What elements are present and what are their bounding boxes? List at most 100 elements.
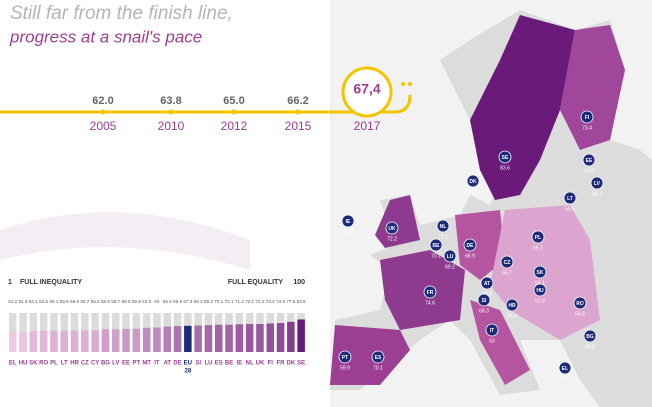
value-label: 66.2 bbox=[287, 95, 308, 107]
category-label: SE bbox=[297, 361, 305, 367]
category-label: SI bbox=[195, 361, 201, 367]
map-code: UK bbox=[388, 226, 396, 232]
year-label: 2010 bbox=[158, 119, 185, 133]
map-value: 55.1 bbox=[533, 245, 543, 251]
map-code: SE bbox=[502, 155, 509, 161]
map-code: ES bbox=[375, 355, 382, 361]
map-code: DK bbox=[469, 179, 477, 185]
bar bbox=[39, 330, 48, 352]
category-label: FI bbox=[268, 361, 274, 367]
value-label: 83.6 bbox=[297, 299, 306, 304]
map-code: IE bbox=[346, 219, 351, 225]
map-marker bbox=[436, 219, 450, 233]
map-marker bbox=[533, 265, 547, 279]
year-label: 2015 bbox=[285, 119, 312, 133]
map-code: EE bbox=[586, 158, 593, 164]
value-label: 67,4 bbox=[353, 81, 380, 97]
map-value: 74.6 bbox=[425, 300, 435, 306]
map-value: 72.2 bbox=[387, 236, 397, 242]
map-code: PT bbox=[342, 355, 348, 361]
axis-high-value: 100 bbox=[293, 279, 305, 286]
value-label: 51.9 bbox=[19, 299, 28, 304]
bar-chart: 1 FULL INEQUALITY FULL EQUALITY 100 51.2 EL 51… bbox=[8, 279, 306, 375]
value-label: 69.2 bbox=[204, 299, 213, 304]
bar bbox=[91, 330, 99, 352]
map-marker bbox=[423, 285, 437, 299]
map-background bbox=[330, 0, 652, 407]
map-code: RO bbox=[576, 301, 584, 307]
finland-shape bbox=[560, 25, 625, 150]
italy-shape bbox=[470, 300, 530, 385]
map-value: 77.5 bbox=[468, 189, 478, 195]
bar bbox=[225, 324, 233, 352]
map-value: 58.8 bbox=[585, 344, 595, 350]
map-code: FR bbox=[427, 290, 434, 296]
bar bbox=[287, 321, 295, 352]
bar bbox=[142, 327, 151, 352]
category-label: MT bbox=[142, 361, 151, 367]
timeline-line bbox=[0, 94, 412, 114]
value-label: 51.2 bbox=[8, 299, 17, 304]
map-marker bbox=[385, 221, 399, 235]
map-marker bbox=[498, 150, 512, 164]
point bbox=[168, 109, 174, 115]
map-marker bbox=[558, 361, 572, 375]
bar bbox=[235, 324, 244, 352]
category-label: HU bbox=[19, 361, 28, 367]
map-marker bbox=[443, 249, 457, 263]
category-label: ES bbox=[215, 361, 223, 367]
bar bbox=[112, 329, 120, 352]
end-dot bbox=[408, 82, 412, 86]
map-code: BG bbox=[586, 334, 594, 340]
category-label: CY bbox=[91, 361, 99, 367]
map-code: NL bbox=[440, 224, 447, 230]
map-code: LV bbox=[594, 181, 601, 187]
value-label: 73.4 bbox=[266, 299, 275, 304]
category-label: PL bbox=[50, 361, 58, 367]
map-code: DE bbox=[467, 243, 475, 249]
map-marker bbox=[563, 191, 577, 205]
map-value: 55.7 bbox=[502, 270, 512, 276]
map-marker bbox=[341, 214, 355, 228]
map-value: 68.3 bbox=[479, 308, 489, 314]
bar bbox=[81, 330, 89, 352]
value-label: 54.1 bbox=[29, 299, 38, 304]
map-value: 59.8 bbox=[584, 168, 594, 174]
map-code: FI bbox=[585, 115, 590, 121]
germany-shape bbox=[455, 210, 505, 280]
bar bbox=[29, 331, 38, 352]
value-label: 65.0 bbox=[223, 95, 244, 107]
map-value: 51.9 bbox=[535, 298, 545, 304]
category-label: IT bbox=[154, 361, 160, 367]
map-value: 63 bbox=[489, 338, 495, 344]
value-label: 63.8 bbox=[160, 95, 181, 107]
highlight-circle bbox=[341, 66, 393, 118]
bar bbox=[163, 326, 171, 352]
axis-low-text: FULL INEQUALITY bbox=[20, 279, 82, 286]
category-label: DE bbox=[173, 361, 181, 367]
axis-low-value: 1 bbox=[8, 279, 12, 286]
axis-high-text: FULL EQUALITY bbox=[228, 279, 283, 286]
category-label: BE bbox=[225, 361, 233, 367]
value-label: 55.1 bbox=[49, 299, 58, 304]
value-label: 55.7 bbox=[80, 299, 89, 304]
value-label: 74.6 bbox=[276, 299, 285, 304]
category-label: UK bbox=[256, 361, 265, 367]
category-label: CZ bbox=[81, 361, 89, 367]
map-code: PL bbox=[535, 235, 541, 241]
map-value: 83.6 bbox=[500, 165, 510, 171]
background-decor bbox=[0, 212, 250, 270]
bar bbox=[70, 330, 79, 352]
value-label: 67.4 bbox=[183, 299, 192, 304]
value-label: 58.7 bbox=[111, 299, 120, 304]
bar bbox=[60, 330, 68, 352]
iberia-shape bbox=[330, 325, 410, 385]
value-label: 70.1 bbox=[225, 299, 234, 304]
bar bbox=[122, 328, 130, 352]
map-marker bbox=[338, 350, 352, 364]
category-label: RO bbox=[39, 361, 48, 367]
category-label: LV bbox=[112, 361, 119, 367]
map-code: HR bbox=[508, 303, 516, 309]
map-code: SK bbox=[537, 270, 544, 276]
